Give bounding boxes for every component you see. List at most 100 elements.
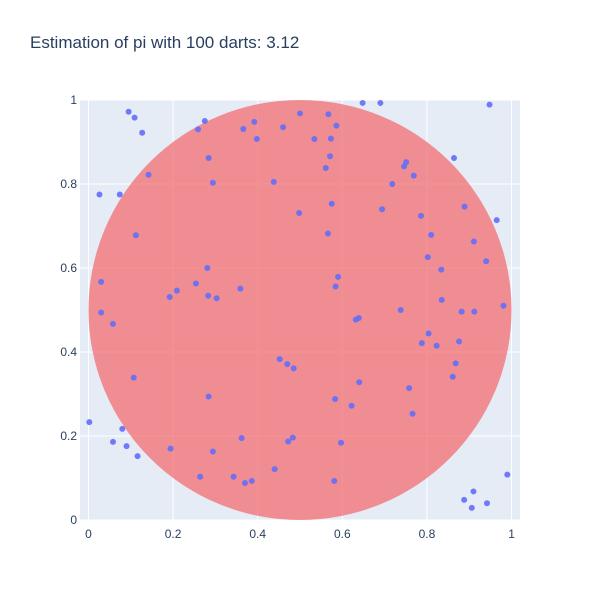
- dart-point: [123, 443, 130, 450]
- dart-point: [285, 438, 292, 445]
- dart-point: [237, 285, 244, 292]
- dart-point: [389, 181, 396, 187]
- dart-point: [418, 212, 424, 219]
- dart-point: [348, 402, 355, 409]
- dart-point: [335, 273, 342, 280]
- dart-point: [359, 99, 366, 106]
- dart-point: [166, 293, 173, 300]
- x-tick-label: 1: [508, 527, 515, 541]
- dart-point: [238, 435, 245, 442]
- dart-point: [483, 258, 490, 265]
- dart-point: [355, 314, 362, 321]
- dart-point: [86, 419, 93, 426]
- dart-point: [403, 159, 410, 166]
- dart-point: [110, 320, 116, 327]
- y-tick-label: 0.6: [60, 261, 77, 275]
- dart-point: [425, 330, 432, 337]
- dart-point: [332, 283, 339, 290]
- dart-point: [418, 340, 425, 347]
- dart-point: [253, 136, 260, 143]
- dart-point: [296, 209, 303, 216]
- dart-point: [327, 135, 334, 142]
- dart-point: [324, 230, 331, 237]
- y-tick-label: 0: [70, 513, 77, 527]
- dart-point: [130, 374, 137, 381]
- dart-point: [134, 453, 141, 460]
- dart-point: [242, 480, 248, 487]
- dart-point: [410, 172, 417, 179]
- x-axis-ticks: 0 0.2 0.4 0.6 0.8 1: [85, 527, 515, 541]
- dart-point: [461, 496, 468, 503]
- dart-point: [328, 200, 335, 207]
- dart-point: [205, 292, 212, 299]
- dart-point: [461, 203, 468, 210]
- dart-point: [493, 217, 500, 224]
- dart-point: [230, 473, 237, 480]
- dart-point: [119, 425, 126, 432]
- x-tick-label: 0: [85, 527, 92, 541]
- y-tick-label: 0.2: [60, 429, 77, 443]
- dart-point: [297, 110, 303, 117]
- dart-point: [356, 379, 363, 386]
- dart-point: [270, 178, 277, 185]
- dart-point: [131, 114, 138, 121]
- dart-point: [438, 266, 445, 273]
- dart-point: [248, 477, 255, 484]
- dart-point: [204, 265, 211, 271]
- dart-point: [325, 111, 332, 118]
- unit-circle: [88, 100, 512, 520]
- dart-point: [280, 124, 287, 131]
- dart-point: [428, 231, 435, 238]
- dart-point: [209, 448, 216, 455]
- circle-layer: [88, 100, 512, 520]
- dart-point: [173, 287, 180, 294]
- dart-point: [500, 302, 507, 309]
- dart-point: [471, 308, 478, 315]
- y-tick-label: 0.4: [60, 345, 77, 359]
- dart-point: [132, 232, 139, 239]
- dart-point: [504, 471, 511, 478]
- x-tick-label: 0.2: [165, 527, 182, 541]
- dart-point: [458, 308, 465, 315]
- dart-point: [331, 477, 338, 484]
- dart-point: [470, 238, 477, 245]
- y-tick-label: 1: [70, 93, 77, 107]
- dart-point: [322, 165, 329, 172]
- dart-point: [125, 108, 132, 115]
- dart-point: [456, 338, 463, 345]
- dart-point: [484, 500, 490, 507]
- dart-point: [468, 504, 475, 511]
- dart-point: [406, 385, 413, 392]
- dart-point: [205, 393, 212, 400]
- dart-point: [98, 309, 105, 316]
- dart-point: [167, 445, 174, 452]
- dart-point: [486, 101, 493, 108]
- chart-title: Estimation of pi with 100 darts: 3.12: [30, 33, 300, 52]
- y-axis-ticks: 0 0.2 0.4 0.6 0.8 1: [60, 93, 77, 527]
- dart-point: [290, 365, 297, 372]
- dart-point: [451, 154, 457, 161]
- dart-point: [213, 295, 220, 302]
- dart-point: [311, 136, 318, 143]
- dart-point: [98, 278, 105, 285]
- y-tick-label: 0.8: [60, 177, 77, 191]
- dart-point: [96, 191, 103, 198]
- dart-point: [338, 439, 345, 446]
- points-layer: [86, 99, 511, 511]
- x-tick-label: 0.6: [334, 527, 351, 541]
- dart-point: [289, 434, 296, 441]
- x-tick-label: 0.8: [419, 527, 436, 541]
- dart-point: [332, 396, 339, 403]
- dart-point: [409, 410, 416, 417]
- dart-point: [240, 125, 247, 132]
- dart-point: [110, 438, 116, 445]
- dart-point: [449, 373, 456, 380]
- dart-point: [470, 488, 477, 495]
- x-tick-label: 0.4: [249, 527, 266, 541]
- dart-point: [327, 153, 334, 160]
- dart-point: [209, 179, 216, 186]
- dart-point: [201, 118, 208, 124]
- dart-point: [139, 129, 146, 136]
- dart-point: [145, 171, 152, 178]
